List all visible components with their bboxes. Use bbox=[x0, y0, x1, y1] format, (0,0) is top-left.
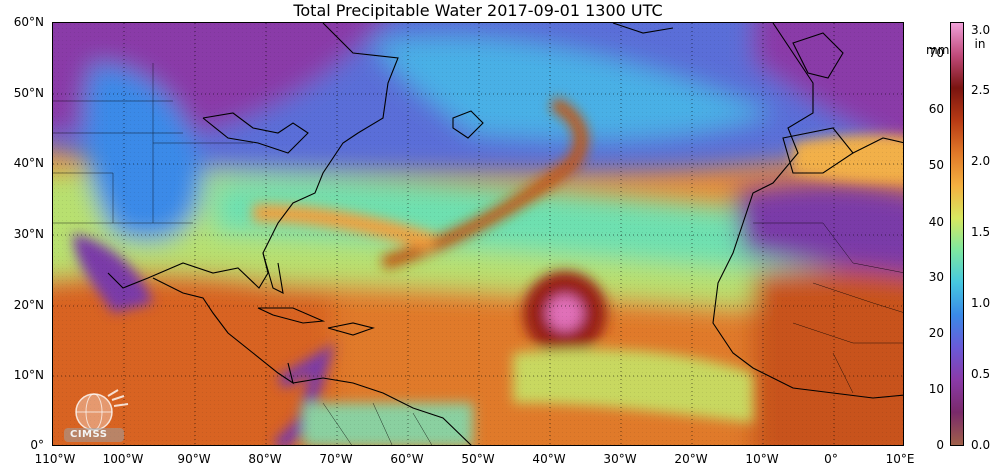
lon-label-110w: 110°W bbox=[34, 452, 76, 466]
colorbar-mm-tick-70: 70 bbox=[928, 46, 944, 60]
colorbar-in-tick-1-5: 1.5 bbox=[971, 225, 991, 239]
cimss-globe-logo-icon bbox=[64, 389, 129, 442]
lon-label-100w: 100°W bbox=[102, 452, 144, 466]
tpw-map-canvas bbox=[53, 23, 903, 445]
colorbar-in-tick-0-5: 0.5 bbox=[971, 367, 991, 381]
lat-label-60n: 60°N bbox=[13, 15, 44, 29]
lon-label-10w: 10°W bbox=[745, 452, 779, 466]
colorbar-in-tick-1-0: 1.0 bbox=[971, 296, 991, 310]
lon-label-60w: 60°W bbox=[390, 452, 424, 466]
colorbar-in-unit: in bbox=[974, 37, 986, 51]
colorbar-mm-tick-30: 30 bbox=[928, 270, 944, 284]
colorbar-mm-unit: mm bbox=[926, 43, 950, 57]
borders bbox=[53, 63, 903, 445]
colorbar-mm-tick-10: 10 bbox=[928, 382, 944, 396]
cimss-logo bbox=[58, 388, 130, 444]
graticule bbox=[53, 23, 903, 445]
colorbar-mm-tick-50: 50 bbox=[928, 158, 944, 172]
tpw-map bbox=[52, 22, 904, 446]
lat-label-20n: 20°N bbox=[13, 298, 44, 312]
lat-label-0: 0° bbox=[30, 438, 44, 452]
chart-title: Total Precipitable Water 2017-09-01 1300… bbox=[293, 1, 663, 20]
colorbar-in-tick-2-0: 2.0 bbox=[971, 154, 991, 168]
colorbar-mm-tick-40: 40 bbox=[928, 215, 944, 229]
lat-label-40n: 40°N bbox=[13, 156, 44, 170]
lon-label-10e: 10°E bbox=[885, 452, 915, 466]
cimss-logo-text: CIMSS bbox=[70, 429, 108, 440]
colorbar-mm-tick-0: 0 bbox=[936, 438, 944, 452]
lon-label-70w: 70°W bbox=[319, 452, 353, 466]
lon-label-20w: 20°W bbox=[674, 452, 708, 466]
colorbar-in-tick-0-0: 0.0 bbox=[971, 438, 991, 452]
lon-label-0: 0° bbox=[824, 452, 838, 466]
lon-label-50w: 50°W bbox=[461, 452, 495, 466]
coastlines bbox=[107, 23, 903, 445]
colorbar-mm-tick-20: 20 bbox=[928, 326, 944, 340]
lat-label-30n: 30°N bbox=[13, 227, 44, 241]
colorbar-in-tick-3-0: 3.0 bbox=[971, 23, 991, 37]
lon-label-80w: 80°W bbox=[248, 452, 282, 466]
lat-label-50n: 50°N bbox=[13, 86, 44, 100]
lon-label-40w: 40°W bbox=[532, 452, 566, 466]
lon-label-90w: 90°W bbox=[177, 452, 211, 466]
lon-label-30w: 30°W bbox=[603, 452, 637, 466]
colorbar-mm-tick-60: 60 bbox=[928, 102, 944, 116]
lat-label-10n: 10°N bbox=[13, 368, 44, 382]
colorbar-in-tick-2-5: 2.5 bbox=[971, 83, 991, 97]
colorbar bbox=[950, 22, 964, 446]
